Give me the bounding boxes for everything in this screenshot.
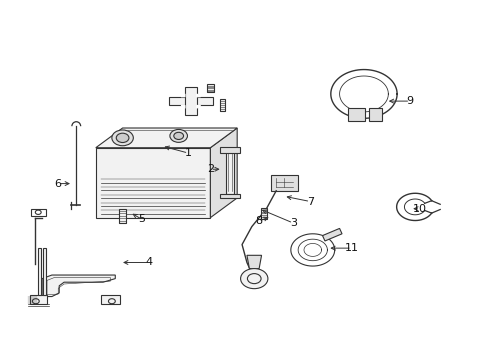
Polygon shape: [322, 228, 341, 241]
Polygon shape: [96, 148, 210, 218]
Circle shape: [116, 133, 129, 143]
Text: 10: 10: [412, 204, 426, 214]
Bar: [119, 209, 126, 223]
Text: 9: 9: [406, 96, 413, 106]
Text: 1: 1: [184, 148, 191, 158]
Bar: [207, 84, 213, 92]
Text: 11: 11: [344, 243, 358, 253]
Polygon shape: [225, 149, 233, 194]
Polygon shape: [96, 128, 237, 148]
Polygon shape: [42, 248, 45, 296]
Polygon shape: [196, 105, 200, 108]
Polygon shape: [347, 108, 364, 121]
Polygon shape: [246, 255, 261, 269]
Text: 6: 6: [55, 179, 61, 189]
Bar: [219, 99, 225, 111]
Polygon shape: [38, 248, 41, 296]
Polygon shape: [368, 108, 382, 121]
Text: 2: 2: [206, 164, 213, 174]
Polygon shape: [168, 97, 212, 105]
Polygon shape: [101, 296, 120, 304]
Circle shape: [173, 132, 183, 139]
Polygon shape: [220, 147, 239, 153]
Polygon shape: [181, 105, 184, 108]
Polygon shape: [42, 275, 115, 297]
Polygon shape: [184, 87, 196, 116]
Circle shape: [169, 130, 187, 142]
Text: 3: 3: [289, 218, 296, 228]
Text: 7: 7: [306, 197, 313, 207]
Polygon shape: [181, 94, 184, 97]
Polygon shape: [271, 175, 298, 191]
Text: 4: 4: [145, 257, 153, 267]
Text: 5: 5: [138, 215, 145, 224]
Polygon shape: [220, 194, 239, 198]
Circle shape: [240, 269, 267, 289]
Text: 8: 8: [255, 216, 262, 226]
Circle shape: [112, 130, 133, 146]
Bar: [261, 208, 266, 219]
Polygon shape: [210, 128, 237, 218]
Polygon shape: [196, 94, 200, 97]
Polygon shape: [30, 296, 47, 304]
